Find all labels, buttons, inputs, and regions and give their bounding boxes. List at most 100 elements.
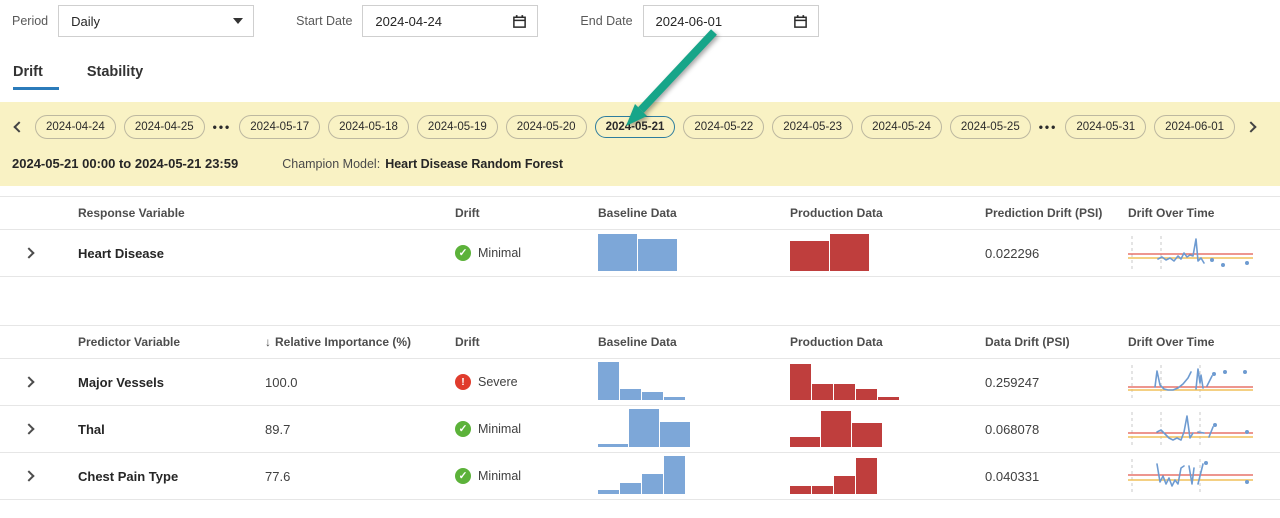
tab-stability[interactable]: Stability [86,64,144,80]
date-chip[interactable]: 2024-06-01 [1154,115,1235,139]
drift-status-icon: ! [455,374,471,390]
row-variable-name: Thal [78,421,105,437]
date-chip[interactable]: 2024-05-20 [505,115,587,139]
col-production-data: Production Data [790,335,883,349]
start-date-value: 2024-04-24 [375,13,442,29]
col-drift-over-time: Drift Over Time [1128,206,1215,220]
importance-value: 77.6 [265,468,291,484]
row-variable-name: Heart Disease [78,245,164,261]
col-relative-importance[interactable]: ↓ Relative Importance (%) [265,335,412,349]
col-drift: Drift [455,206,480,220]
start-date-input[interactable]: 2024-04-24 [362,5,539,37]
drift-status: ! Severe [439,374,582,390]
table-row: Chest Pain Type 77.6 ✓ Minimal 0.040331 [0,453,1280,500]
date-chip[interactable]: 2024-05-17 [239,115,321,139]
drift-status: ✓ Minimal [439,421,582,437]
drift-status: ✓ Minimal [439,245,582,261]
predictor-variable-table: Predictor Variable ↓ Relative Importance … [0,325,1280,500]
date-chip[interactable]: 2024-05-31 [1065,115,1147,139]
response-variable-table: Response Variable Drift Baseline Data Pr… [0,196,1280,277]
date-chip[interactable]: 2024-04-25 [123,115,205,139]
end-date-value: 2024-06-01 [655,13,723,29]
col-data-drift-psi: Data Drift (PSI) [985,335,1070,349]
table-header-row: Response Variable Drift Baseline Data Pr… [0,196,1280,230]
importance-value: 100.0 [265,374,298,390]
row-variable-name: Chest Pain Type [78,468,179,484]
drift-status: ✓ Minimal [439,468,582,484]
champion-model-value: Heart Disease Random Forest [385,157,564,171]
period-value: Daily [71,13,101,29]
col-predictor-variable: Predictor Variable [78,335,181,349]
sort-descending-icon[interactable]: ↓ [265,335,271,349]
calendar-icon[interactable] [793,14,808,29]
table-row: Major Vessels 100.0 ! Severe 0.259247 [0,359,1280,406]
col-prediction-drift-psi: Prediction Drift (PSI) [985,206,1103,220]
drift-status-icon: ✓ [455,245,471,261]
col-baseline-data: Baseline Data [598,335,677,349]
end-date-input[interactable]: 2024-06-01 [642,5,819,37]
row-expander-icon[interactable] [23,423,35,435]
date-chip[interactable]: 2024-05-23 [772,115,854,139]
production-histogram [774,232,969,276]
end-date-label: End Date [580,14,633,28]
drift-over-time-sparkline [1112,363,1280,401]
psi-value: 0.040331 [985,468,1040,484]
drift-status-icon: ✓ [455,468,471,484]
filter-bar: Period Daily Start Date 2024-04-24 End D… [0,0,1280,42]
baseline-histogram [582,408,774,452]
chips-ellipsis: ••• [1038,120,1058,134]
production-histogram [774,361,969,405]
tab-bar: Drift Stability [0,64,1280,90]
row-expander-icon[interactable] [23,376,35,388]
drift-over-time-sparkline [1112,234,1280,272]
date-chip[interactable]: 2024-05-22 [683,115,765,139]
selected-range-text: 2024-05-21 00:00 to 2024-05-21 23:59 [12,156,239,171]
tab-drift[interactable]: Drift [13,64,59,90]
baseline-histogram [582,232,774,276]
col-production-data: Production Data [790,206,883,220]
production-histogram [774,455,969,499]
timeline-band: 2024-04-24 2024-04-25 ••• 2024-05-17 2024-05… [0,102,1280,186]
chips-ellipsis: ••• [212,120,232,134]
baseline-histogram [582,361,774,405]
row-variable-name: Major Vessels [78,374,164,390]
drift-over-time-sparkline [1112,410,1280,448]
drift-status-label: Minimal [478,246,522,260]
drift-over-time-sparkline [1112,457,1280,495]
chevron-down-icon [233,18,244,24]
table-row: Thal 89.7 ✓ Minimal 0.068078 [0,406,1280,453]
date-chip-selected[interactable]: 2024-05-21 [594,116,676,138]
date-chip-list: 2024-04-24 2024-04-25 ••• 2024-05-17 2024-05… [12,115,1268,139]
drift-status-label: Severe [478,375,518,389]
selected-period-info: 2024-05-21 00:00 to 2024-05-21 23:59 Cha… [12,156,1268,171]
period-select[interactable]: Daily [58,5,255,37]
period-label: Period [12,14,49,28]
table-row: Heart Disease ✓ Minimal 0.022296 [0,230,1280,277]
date-chip[interactable]: 2024-04-24 [35,115,116,139]
calendar-icon[interactable] [512,14,527,29]
champion-model-label: Champion Model: [282,157,381,171]
col-baseline-data: Baseline Data [598,206,677,220]
baseline-histogram [582,455,774,499]
drift-status-label: Minimal [478,422,522,436]
chevron-right-icon[interactable] [1245,121,1257,133]
psi-value: 0.068078 [985,421,1040,437]
date-chip[interactable]: 2024-05-25 [949,115,1031,139]
row-expander-icon[interactable] [23,247,35,259]
col-response-variable: Response Variable [78,206,185,220]
date-chip[interactable]: 2024-05-24 [861,115,942,139]
col-drift: Drift [455,335,480,349]
production-histogram [774,408,969,452]
importance-value: 89.7 [265,421,291,437]
table-header-row: Predictor Variable ↓ Relative Importance … [0,325,1280,359]
drift-status-icon: ✓ [455,421,471,437]
date-chip[interactable]: 2024-05-19 [416,115,498,139]
psi-value: 0.022296 [985,245,1040,261]
date-chip[interactable]: 2024-05-18 [328,115,409,139]
psi-value: 0.259247 [985,374,1040,390]
start-date-label: Start Date [296,14,353,28]
drift-status-label: Minimal [478,469,522,483]
row-expander-icon[interactable] [23,470,35,482]
chevron-left-icon[interactable] [13,121,25,133]
col-drift-over-time: Drift Over Time [1128,335,1215,349]
